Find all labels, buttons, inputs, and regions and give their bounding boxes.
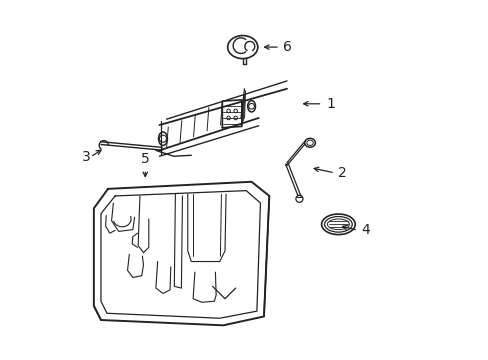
- Text: 1: 1: [325, 97, 334, 111]
- Text: 3: 3: [81, 150, 90, 164]
- Text: 4: 4: [361, 223, 369, 237]
- Text: 2: 2: [338, 166, 346, 180]
- Text: 6: 6: [283, 40, 292, 54]
- Text: 5: 5: [141, 152, 149, 166]
